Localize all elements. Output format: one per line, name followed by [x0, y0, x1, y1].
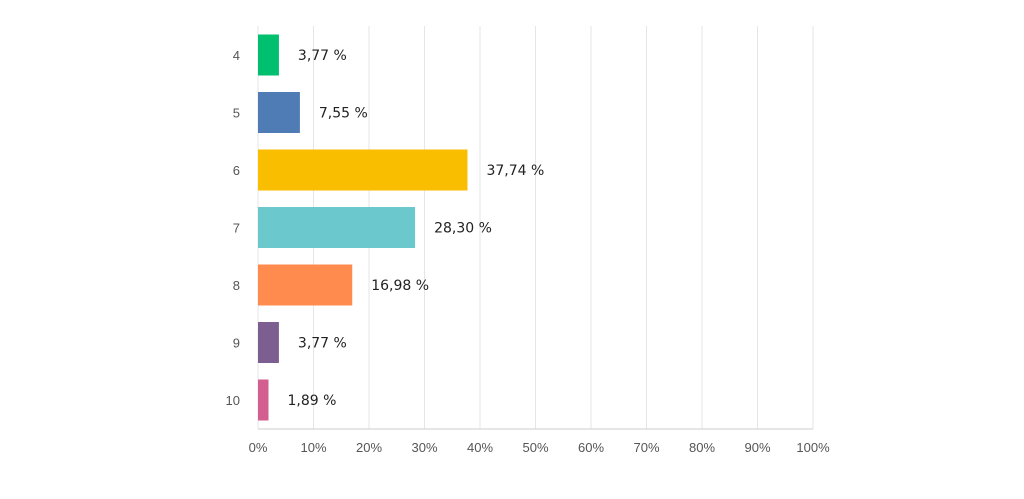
- x-tick-70pct: 70%: [633, 440, 659, 455]
- value-label-4: 3,77 %: [298, 48, 347, 64]
- value-label-8: 16,98 %: [371, 278, 429, 294]
- bar-4[interactable]: [258, 34, 279, 76]
- category-label-9: 9: [233, 336, 240, 351]
- bars: [258, 34, 468, 421]
- x-tick-labels: 0% 10% 20% 30% 40% 50% 60% 70% 80% 90% 100%: [249, 440, 830, 455]
- category-label-7: 7: [233, 221, 240, 236]
- value-label-5: 7,55 %: [319, 106, 368, 122]
- x-tick-30pct: 30%: [411, 440, 437, 455]
- category-label-10: 10: [226, 393, 240, 408]
- bar-6[interactable]: [258, 149, 468, 191]
- category-label-4: 4: [233, 48, 240, 63]
- bar-7[interactable]: [258, 207, 416, 248]
- value-label-7: 28,30 %: [434, 221, 492, 237]
- value-labels: 3,77 % 7,55 % 37,74 % 28,30 % 16,98 % 3,77 % 1…: [287, 48, 544, 409]
- x-tick-50pct: 50%: [522, 440, 548, 455]
- value-label-6: 37,74 %: [486, 163, 544, 179]
- category-label-6: 6: [233, 163, 240, 178]
- category-labels: 4 5 6 7 8 9 10: [226, 48, 240, 408]
- value-label-9: 3,77 %: [298, 336, 347, 352]
- x-tick-0pct: 0%: [249, 440, 268, 455]
- value-label-10: 1,89 %: [287, 393, 336, 409]
- x-tick-10pct: 10%: [300, 440, 326, 455]
- x-tick-80pct: 80%: [689, 440, 715, 455]
- bar-8[interactable]: [258, 264, 353, 306]
- x-tick-20pct: 20%: [356, 440, 382, 455]
- x-tick-60pct: 60%: [578, 440, 604, 455]
- bar-9[interactable]: [258, 322, 279, 363]
- x-tick-90pct: 90%: [744, 440, 770, 455]
- gridlines: [257, 26, 814, 429]
- x-tick-40pct: 40%: [467, 440, 493, 455]
- category-label-8: 8: [233, 278, 240, 293]
- x-tick-100pct: 100%: [796, 440, 830, 455]
- category-label-5: 5: [233, 106, 240, 121]
- bar-5[interactable]: [258, 92, 300, 133]
- bar-10[interactable]: [258, 379, 269, 421]
